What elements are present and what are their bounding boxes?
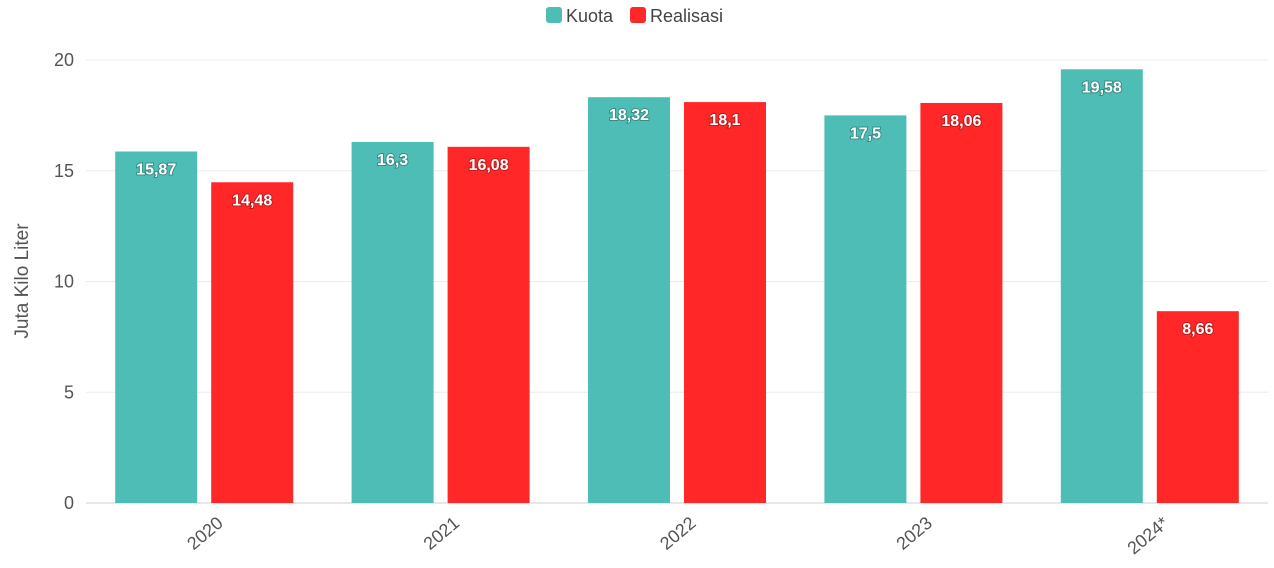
bar-realisasi-2020 [211,182,294,503]
legend-label-kuota: Kuota [566,6,614,26]
bar-kuota-2020 [115,151,198,504]
x-axis-ticks: 2020 2021 2022 2023 2024* [183,513,1172,559]
y-axis-title: Juta Kilo Liter [12,223,33,339]
bar-kuota-2022 [588,97,670,503]
legend: Kuota Realisasi [546,6,723,26]
bar-realisasi-2021 [447,146,530,503]
data-label: 18,1 [709,112,740,129]
y-tick-label: 10 [54,272,74,292]
bar-realisasi-2024 [1156,311,1239,503]
data-label: 15,87 [136,161,176,178]
bar-realisasi-2023 [920,102,1003,503]
data-label: 14,48 [232,192,272,209]
data-label: 16,3 [377,152,408,169]
data-labels: 15,87 14,48 16,3 16,08 18,32 18,1 17,5 18,06 19,… [135,78,1214,339]
x-tick-label: 2022 [656,513,700,554]
x-tick-label: 2020 [183,513,227,554]
data-label: 17,5 [850,125,881,142]
x-tick-label: 2023 [892,513,936,554]
x-tick-label: 2024* [1123,513,1172,559]
bar-kuota-2021 [351,141,434,503]
bar-kuota-2023 [824,115,907,503]
bars [115,69,1239,504]
y-tick-label: 5 [64,382,74,402]
data-label: 18,06 [941,113,981,130]
data-label: 18,32 [609,107,649,124]
legend-swatch-realisasi [630,7,646,23]
y-tick-label: 20 [54,50,74,70]
data-label: 8,66 [1182,321,1213,338]
y-tick-label: 15 [54,161,74,181]
y-tick-label: 0 [64,493,74,513]
legend-swatch-kuota [546,7,562,23]
bar-realisasi-2022 [684,102,766,504]
x-tick-label: 2021 [420,513,464,554]
data-label: 16,08 [469,157,509,174]
y-axis-ticks: 0 5 10 15 20 [54,50,74,513]
bar-kuota-2024 [1060,69,1143,503]
data-label: 19,58 [1082,79,1122,96]
legend-label-realisasi: Realisasi [650,6,723,26]
